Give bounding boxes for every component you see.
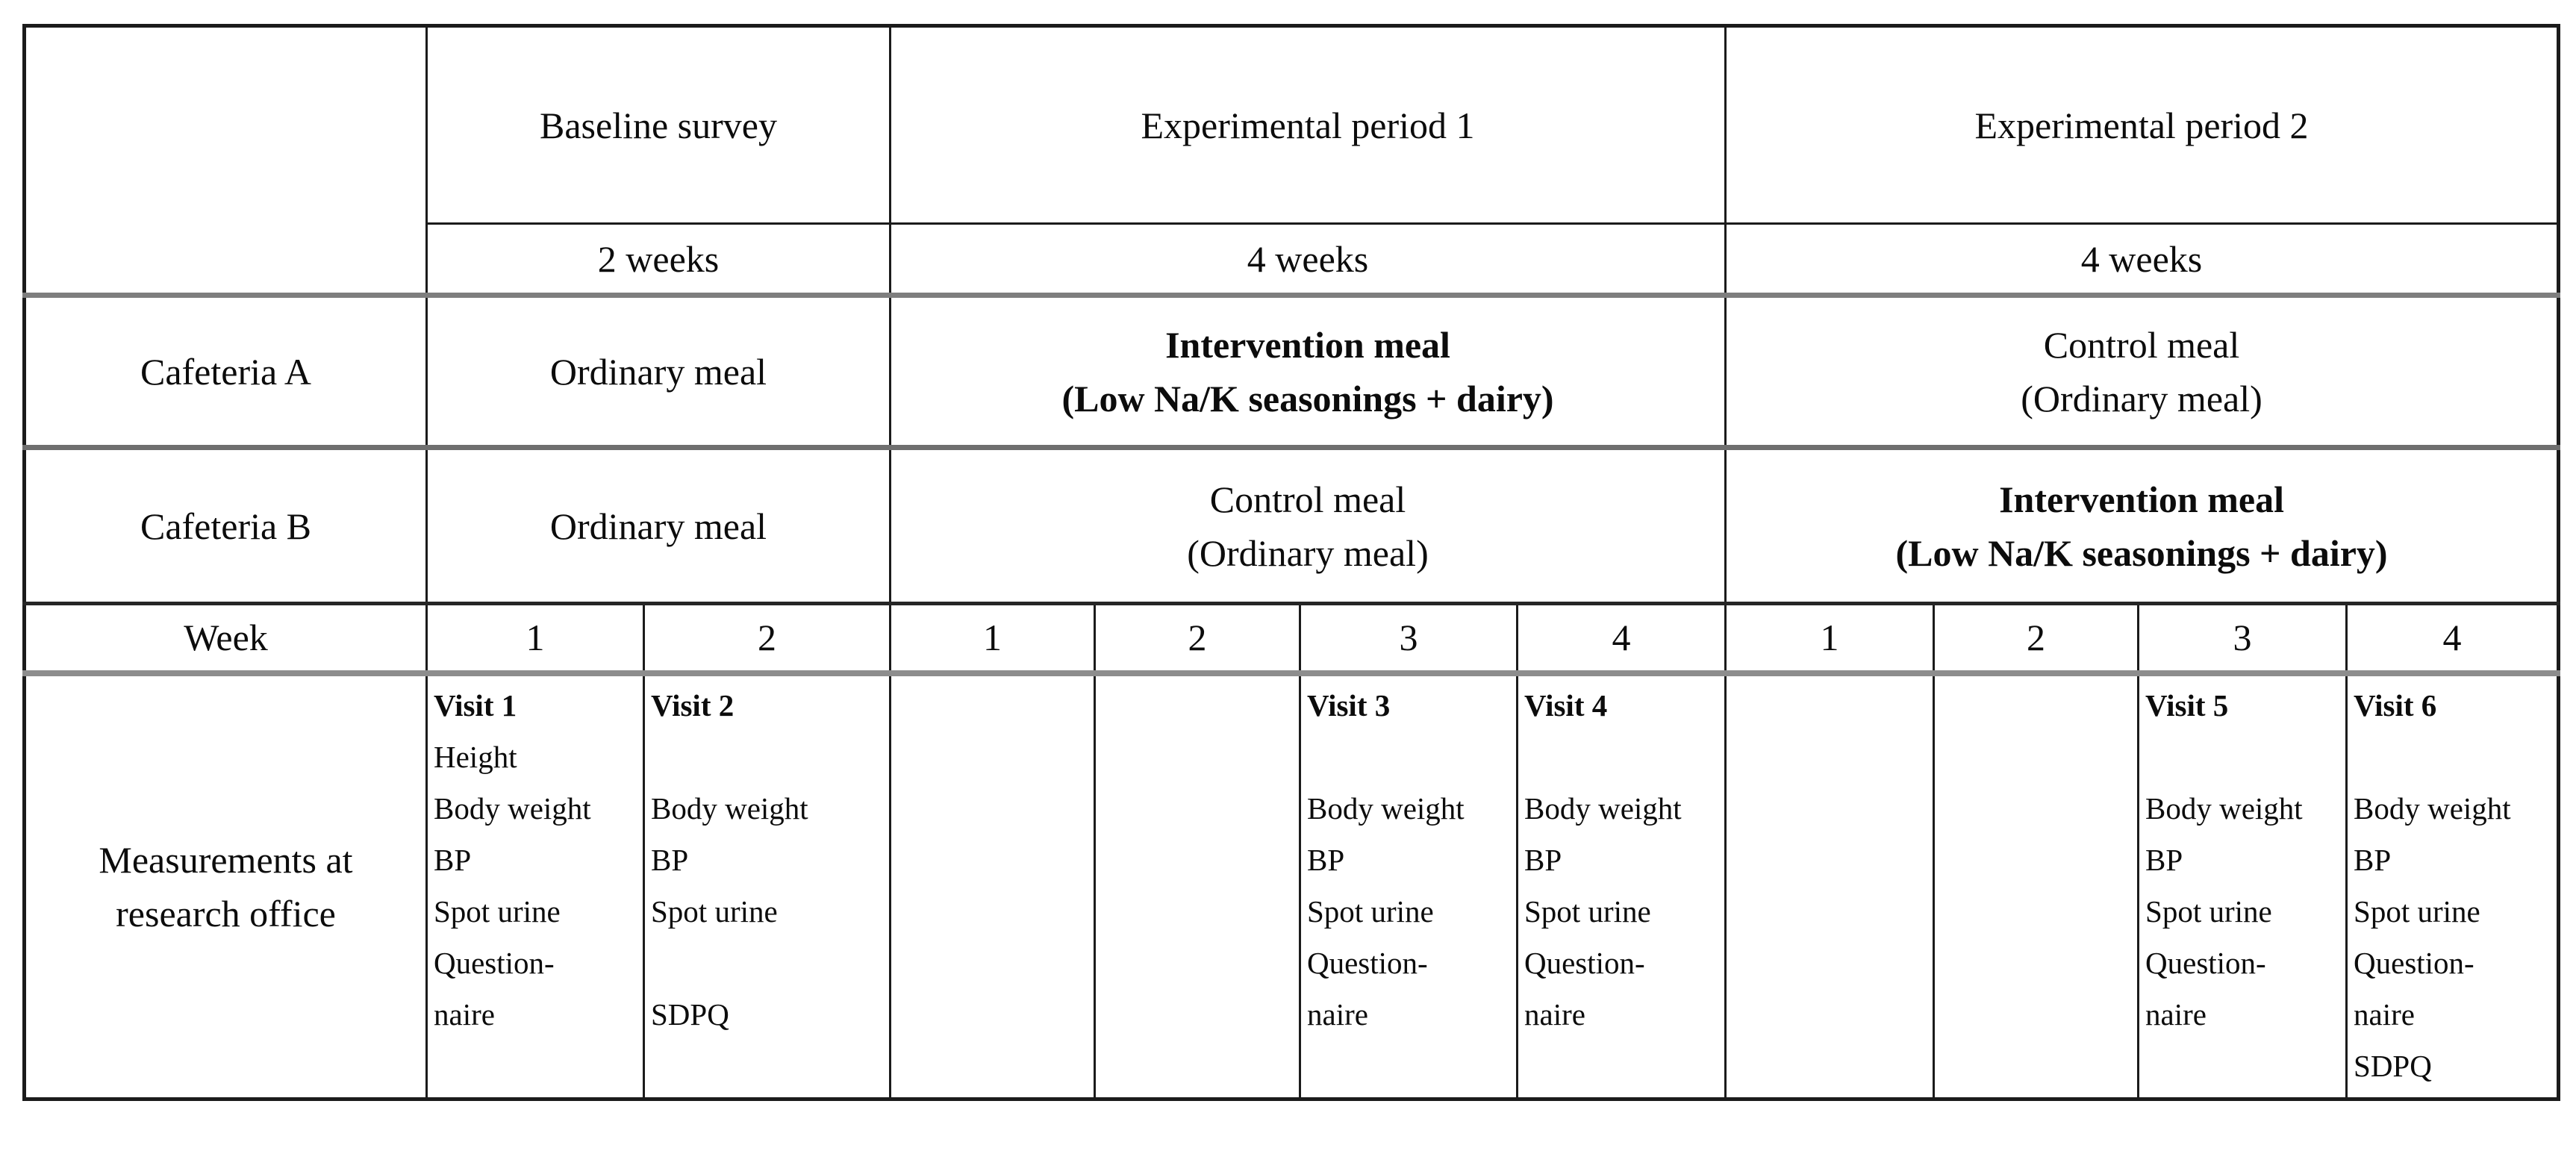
visit-item: naire [2145,996,2207,1032]
visit-item: Height [434,739,517,774]
visit-item: Question- [1307,945,1428,980]
phase-baseline-duration: 2 weeks [425,222,891,296]
visit-item: BP [434,842,472,877]
visit-item: BP [2354,842,2392,877]
cafeteria-a-row: Cafeteria A Ordinary meal Intervention m… [23,293,2560,449]
visit-6-cell: Visit 6 Body weight BP Spot urine Questi… [2345,670,2560,1100]
week-label: Week [23,602,428,674]
visit-item: BP [2145,842,2183,877]
visit-item: SDPQ [2354,1048,2432,1083]
visit-item: Spot urine [651,893,778,929]
meal-line: (Ordinary meal) [2021,377,2262,419]
phase-period1-duration: 4 weeks [888,222,1727,296]
visit-item [2354,732,2551,783]
visit-item: naire [2354,996,2415,1032]
study-design-table: Baseline survey Experimental period 1 Ex… [22,24,2561,1101]
week-number: 2 [643,602,891,674]
visit-item: Body weight [1307,790,1465,826]
cafeteria-a-period2-meal: Control meal (Ordinary meal) [1724,293,2560,449]
measurements-row: Measurements at research office Visit 1 … [23,670,2560,1100]
visit-item: SDPQ [651,996,729,1032]
visit-item: Body weight [2354,790,2511,826]
meal-line: Ordinary meal [549,350,767,393]
visit-item [651,938,883,989]
week-number: 1 [425,602,645,674]
measurements-label: Measurements at research office [23,670,428,1100]
visit-item: Question- [2145,945,2266,980]
week-number: 2 [1094,602,1301,674]
phase-header-row: Baseline survey Experimental period 1 Ex… [23,25,2560,296]
visit-item: Spot urine [1307,893,1434,929]
visit-item: Body weight [434,790,591,826]
visit-item: Spot urine [2354,893,2480,929]
visit-5-cell: Visit 5 Body weight BP Spot urine Questi… [2137,670,2348,1100]
phase-period1-header: Experimental period 1 [888,25,1727,225]
cafeteria-b-label: Cafeteria B [23,445,428,605]
cafeteria-b-period2-meal: Intervention meal (Low Na/K seasonings +… [1724,445,2560,605]
visit-title: Visit 6 [2354,687,2437,723]
visit-3-cell: Visit 3 Body weight BP Spot urine Questi… [1299,670,1518,1100]
meal-line: Control meal [1209,478,1406,520]
cafeteria-b-period1-meal: Control meal (Ordinary meal) [888,445,1727,605]
visit-item: BP [1524,842,1562,877]
cafeteria-a-label: Cafeteria A [23,293,428,449]
visit-item: naire [1524,996,1585,1032]
phase-baseline-header: Baseline survey [425,25,891,225]
empty-cell [1094,670,1301,1100]
week-number: 3 [2137,602,2348,674]
phase-period2-header: Experimental period 2 [1724,25,2560,225]
empty-cell [889,670,1096,1100]
meal-line: (Low Na/K seasonings + dairy) [1895,531,2388,574]
visit-title: Visit 5 [2145,687,2229,723]
visit-item: Question- [1524,945,1645,980]
meal-line: (Low Na/K seasonings + dairy) [1061,377,1554,419]
visit-item: Spot urine [434,893,561,929]
meal-line: Intervention meal [1165,323,1450,366]
cafeteria-b-row: Cafeteria B Ordinary meal Control meal (… [23,445,2560,605]
visit-item: Question- [2354,945,2474,980]
measurements-label-line: Measurements at [99,838,353,881]
week-number: 2 [1933,602,2140,674]
visit-title: Visit 2 [651,687,735,723]
corner-empty-cell [23,25,428,296]
visit-title: Visit 3 [1307,687,1391,723]
visit-item: naire [1307,996,1368,1032]
phase-period2-duration: 4 weeks [1724,222,2560,296]
week-row: Week 1 2 1 2 3 4 1 2 3 4 [23,602,2560,674]
visit-item [651,732,883,783]
empty-cell [1724,670,1936,1100]
week-number: 4 [1515,602,1727,674]
meal-line: Ordinary meal [549,505,767,547]
visit-item [2145,732,2339,783]
visit-item: BP [651,842,689,877]
cafeteria-a-baseline-meal: Ordinary meal [425,293,891,449]
week-number: 4 [2345,602,2560,674]
visit-item: Body weight [1524,790,1682,826]
cafeteria-b-baseline-meal: Ordinary meal [425,445,891,605]
visit-item: Body weight [651,790,808,826]
empty-cell [1933,670,2140,1100]
visit-item: Body weight [2145,790,2303,826]
visit-item: Spot urine [1524,893,1651,929]
meal-line: (Ordinary meal) [1187,531,1429,574]
visit-item: BP [1307,842,1345,877]
visit-item: Spot urine [2145,893,2272,929]
measurements-label-line: research office [116,892,336,935]
week-number: 3 [1299,602,1518,674]
week-number: 1 [1724,602,1936,674]
visit-item: naire [434,996,495,1032]
meal-line: Intervention meal [1999,478,2284,520]
visit-item [1524,732,1718,783]
cafeteria-a-period1-meal: Intervention meal (Low Na/K seasonings +… [888,293,1727,449]
week-number: 1 [889,602,1096,674]
visit-1-cell: Visit 1 Height Body weight BP Spot urine… [425,670,645,1100]
visit-4-cell: Visit 4 Body weight BP Spot urine Questi… [1515,670,1727,1100]
meal-line: Control meal [2043,323,2240,366]
visit-2-cell: Visit 2 Body weight BP Spot urine SDPQ [643,670,891,1100]
visit-title: Visit 4 [1524,687,1608,723]
visit-item [1307,732,1510,783]
visit-item: Question- [434,945,555,980]
phase-duration-row: 2 weeks 4 weeks 4 weeks [25,222,2560,296]
visit-title: Visit 1 [434,687,517,723]
